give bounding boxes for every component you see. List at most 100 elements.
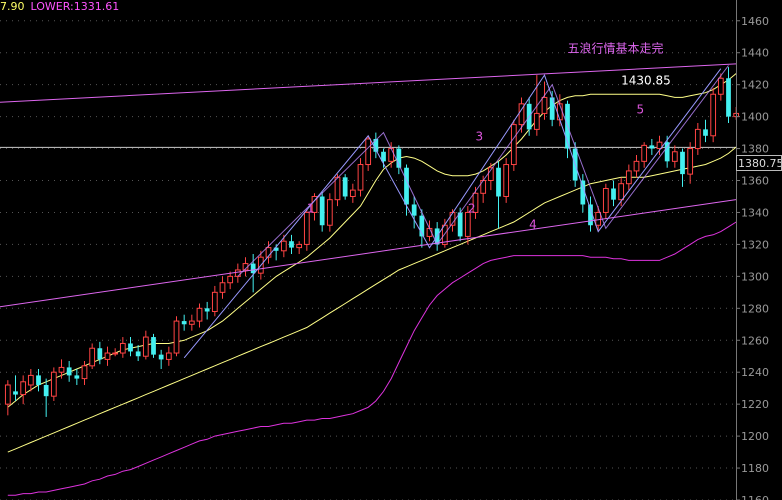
y-tick-label: 1460	[741, 15, 769, 28]
candle-body	[204, 308, 210, 312]
upper-channel-line	[0, 63, 737, 103]
candle-body	[595, 211, 602, 226]
candle-body	[66, 367, 72, 376]
candle	[151, 333, 156, 358]
candle-body	[656, 141, 663, 150]
candle	[43, 378, 49, 417]
candle	[687, 142, 694, 184]
candle	[404, 164, 409, 216]
candle-body	[411, 204, 417, 216]
wave-label: 1	[307, 201, 315, 215]
upper-ma-line	[7, 73, 737, 408]
candle-body	[27, 374, 34, 386]
candle-body	[128, 343, 133, 352]
candle-body	[311, 195, 318, 213]
candle-body	[419, 215, 425, 237]
candle-body	[549, 97, 555, 120]
candle-body	[211, 291, 218, 313]
lower-channel-line	[0, 199, 737, 308]
candle	[541, 81, 548, 120]
candle-body	[510, 124, 517, 166]
candle	[656, 135, 663, 155]
candle	[496, 161, 501, 229]
candle-body	[588, 204, 593, 226]
wave-overlay: 1 2 3 4 5 五浪行情基本走完 1430.85	[0, 41, 737, 359]
candle-body	[472, 192, 479, 213]
candle	[503, 158, 510, 203]
price-axis: 1160 1180 1200 1220 1240 1260 1280 1300 1320 1340…	[736, 0, 769, 500]
candle-body	[618, 183, 625, 201]
candle	[664, 135, 670, 168]
candle-body	[633, 160, 640, 172]
candle	[396, 145, 402, 175]
candle-body	[158, 354, 164, 360]
candle	[625, 164, 632, 191]
candle	[234, 263, 241, 283]
candle-body	[664, 142, 670, 162]
y-tick-label: 1320	[741, 238, 769, 251]
candle	[726, 67, 731, 124]
candle	[4, 380, 11, 416]
candle	[74, 369, 80, 385]
candle-body	[694, 128, 701, 150]
y-tick-label: 1260	[741, 334, 769, 347]
candle	[13, 375, 18, 401]
candle-body	[81, 365, 88, 380]
wave-label: 4	[529, 217, 537, 231]
y-tick-label: 1400	[741, 111, 769, 124]
y-tick-label: 1300	[741, 270, 769, 283]
candle	[381, 148, 386, 168]
candle-body	[703, 129, 708, 136]
y-tick-label: 1280	[741, 302, 769, 315]
candle-body	[726, 78, 731, 117]
candle-body	[671, 151, 678, 162]
candles	[4, 67, 740, 417]
candle	[595, 206, 602, 232]
candle-body	[173, 320, 180, 354]
candle-body	[13, 391, 18, 395]
candle	[694, 123, 701, 155]
candle-body	[464, 211, 471, 237]
wave-label: 3	[476, 130, 484, 144]
y-tick-label: 1360	[741, 175, 769, 188]
candle	[319, 191, 325, 232]
wave-annotation: 五浪行情基本走完	[568, 41, 664, 56]
candle	[296, 241, 303, 254]
candle-body	[625, 170, 632, 185]
candle	[196, 303, 203, 328]
candle-body	[303, 211, 310, 245]
candle	[602, 183, 609, 219]
candle	[204, 301, 210, 320]
candle-body	[602, 187, 609, 213]
candle-body	[381, 151, 386, 162]
candle-body	[97, 348, 103, 360]
y-tick-label: 1160	[741, 494, 769, 500]
candle	[510, 119, 517, 171]
candle	[633, 154, 640, 178]
candle-body	[227, 275, 234, 284]
candle	[373, 132, 379, 159]
candle	[265, 241, 272, 264]
candle-body	[188, 320, 195, 325]
candle-body	[396, 148, 402, 168]
candle	[250, 253, 256, 293]
candle	[357, 158, 364, 197]
candle-body	[250, 263, 256, 274]
candle	[671, 145, 678, 168]
candle	[311, 193, 318, 221]
candle-body	[265, 247, 272, 258]
indicator-header: 7.90 LOWER:1331.61	[0, 0, 119, 13]
candle-body	[219, 282, 226, 293]
candle-body	[404, 167, 409, 205]
candle-body	[50, 371, 57, 397]
candle-body	[74, 375, 80, 379]
candle-body	[357, 164, 364, 191]
candle-body	[280, 240, 287, 252]
candle-body	[710, 93, 717, 137]
wave-label: 2	[468, 201, 476, 215]
candle	[710, 87, 717, 143]
candle	[472, 186, 479, 219]
candle-body	[20, 381, 27, 396]
candle-body	[89, 347, 96, 367]
